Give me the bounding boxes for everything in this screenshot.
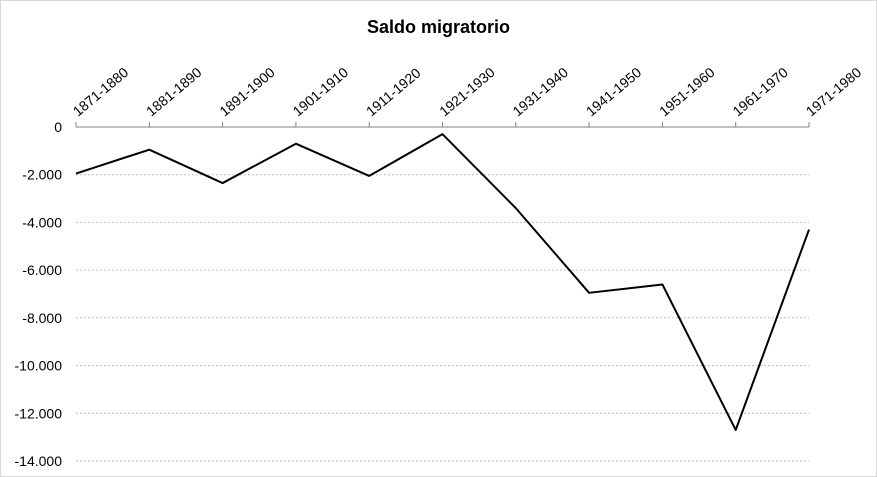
y-tick-label: -8.000 <box>22 310 62 326</box>
x-tick-label: 1891-1900 <box>216 64 278 119</box>
chart-title: Saldo migratorio <box>366 17 510 37</box>
x-tick-label: 1961-1970 <box>729 64 791 119</box>
y-tick-label: -10.000 <box>15 358 63 374</box>
x-tick-label: 1941-1950 <box>583 64 645 119</box>
x-tick-label: 1871-1880 <box>70 64 132 119</box>
x-tick-label: 1971-1980 <box>803 64 865 119</box>
y-tick-label: -12.000 <box>15 405 63 421</box>
x-tick-label: 1901-1910 <box>290 64 352 119</box>
x-tick-label: 1951-1960 <box>656 64 718 119</box>
x-tick-label: 1931-1940 <box>509 64 571 119</box>
y-tick-label: -6.000 <box>22 262 62 278</box>
series-line <box>75 133 810 431</box>
y-tick-label: 0 <box>54 119 62 135</box>
x-tick-label: 1881-1890 <box>143 64 205 119</box>
x-tick-label: 1921-1930 <box>436 64 498 119</box>
y-tick-label: -2.000 <box>22 167 62 183</box>
y-tick-label: -4.000 <box>22 214 62 230</box>
x-tick-label: 1911-1920 <box>363 65 424 120</box>
y-tick-label: -14.000 <box>15 453 63 469</box>
